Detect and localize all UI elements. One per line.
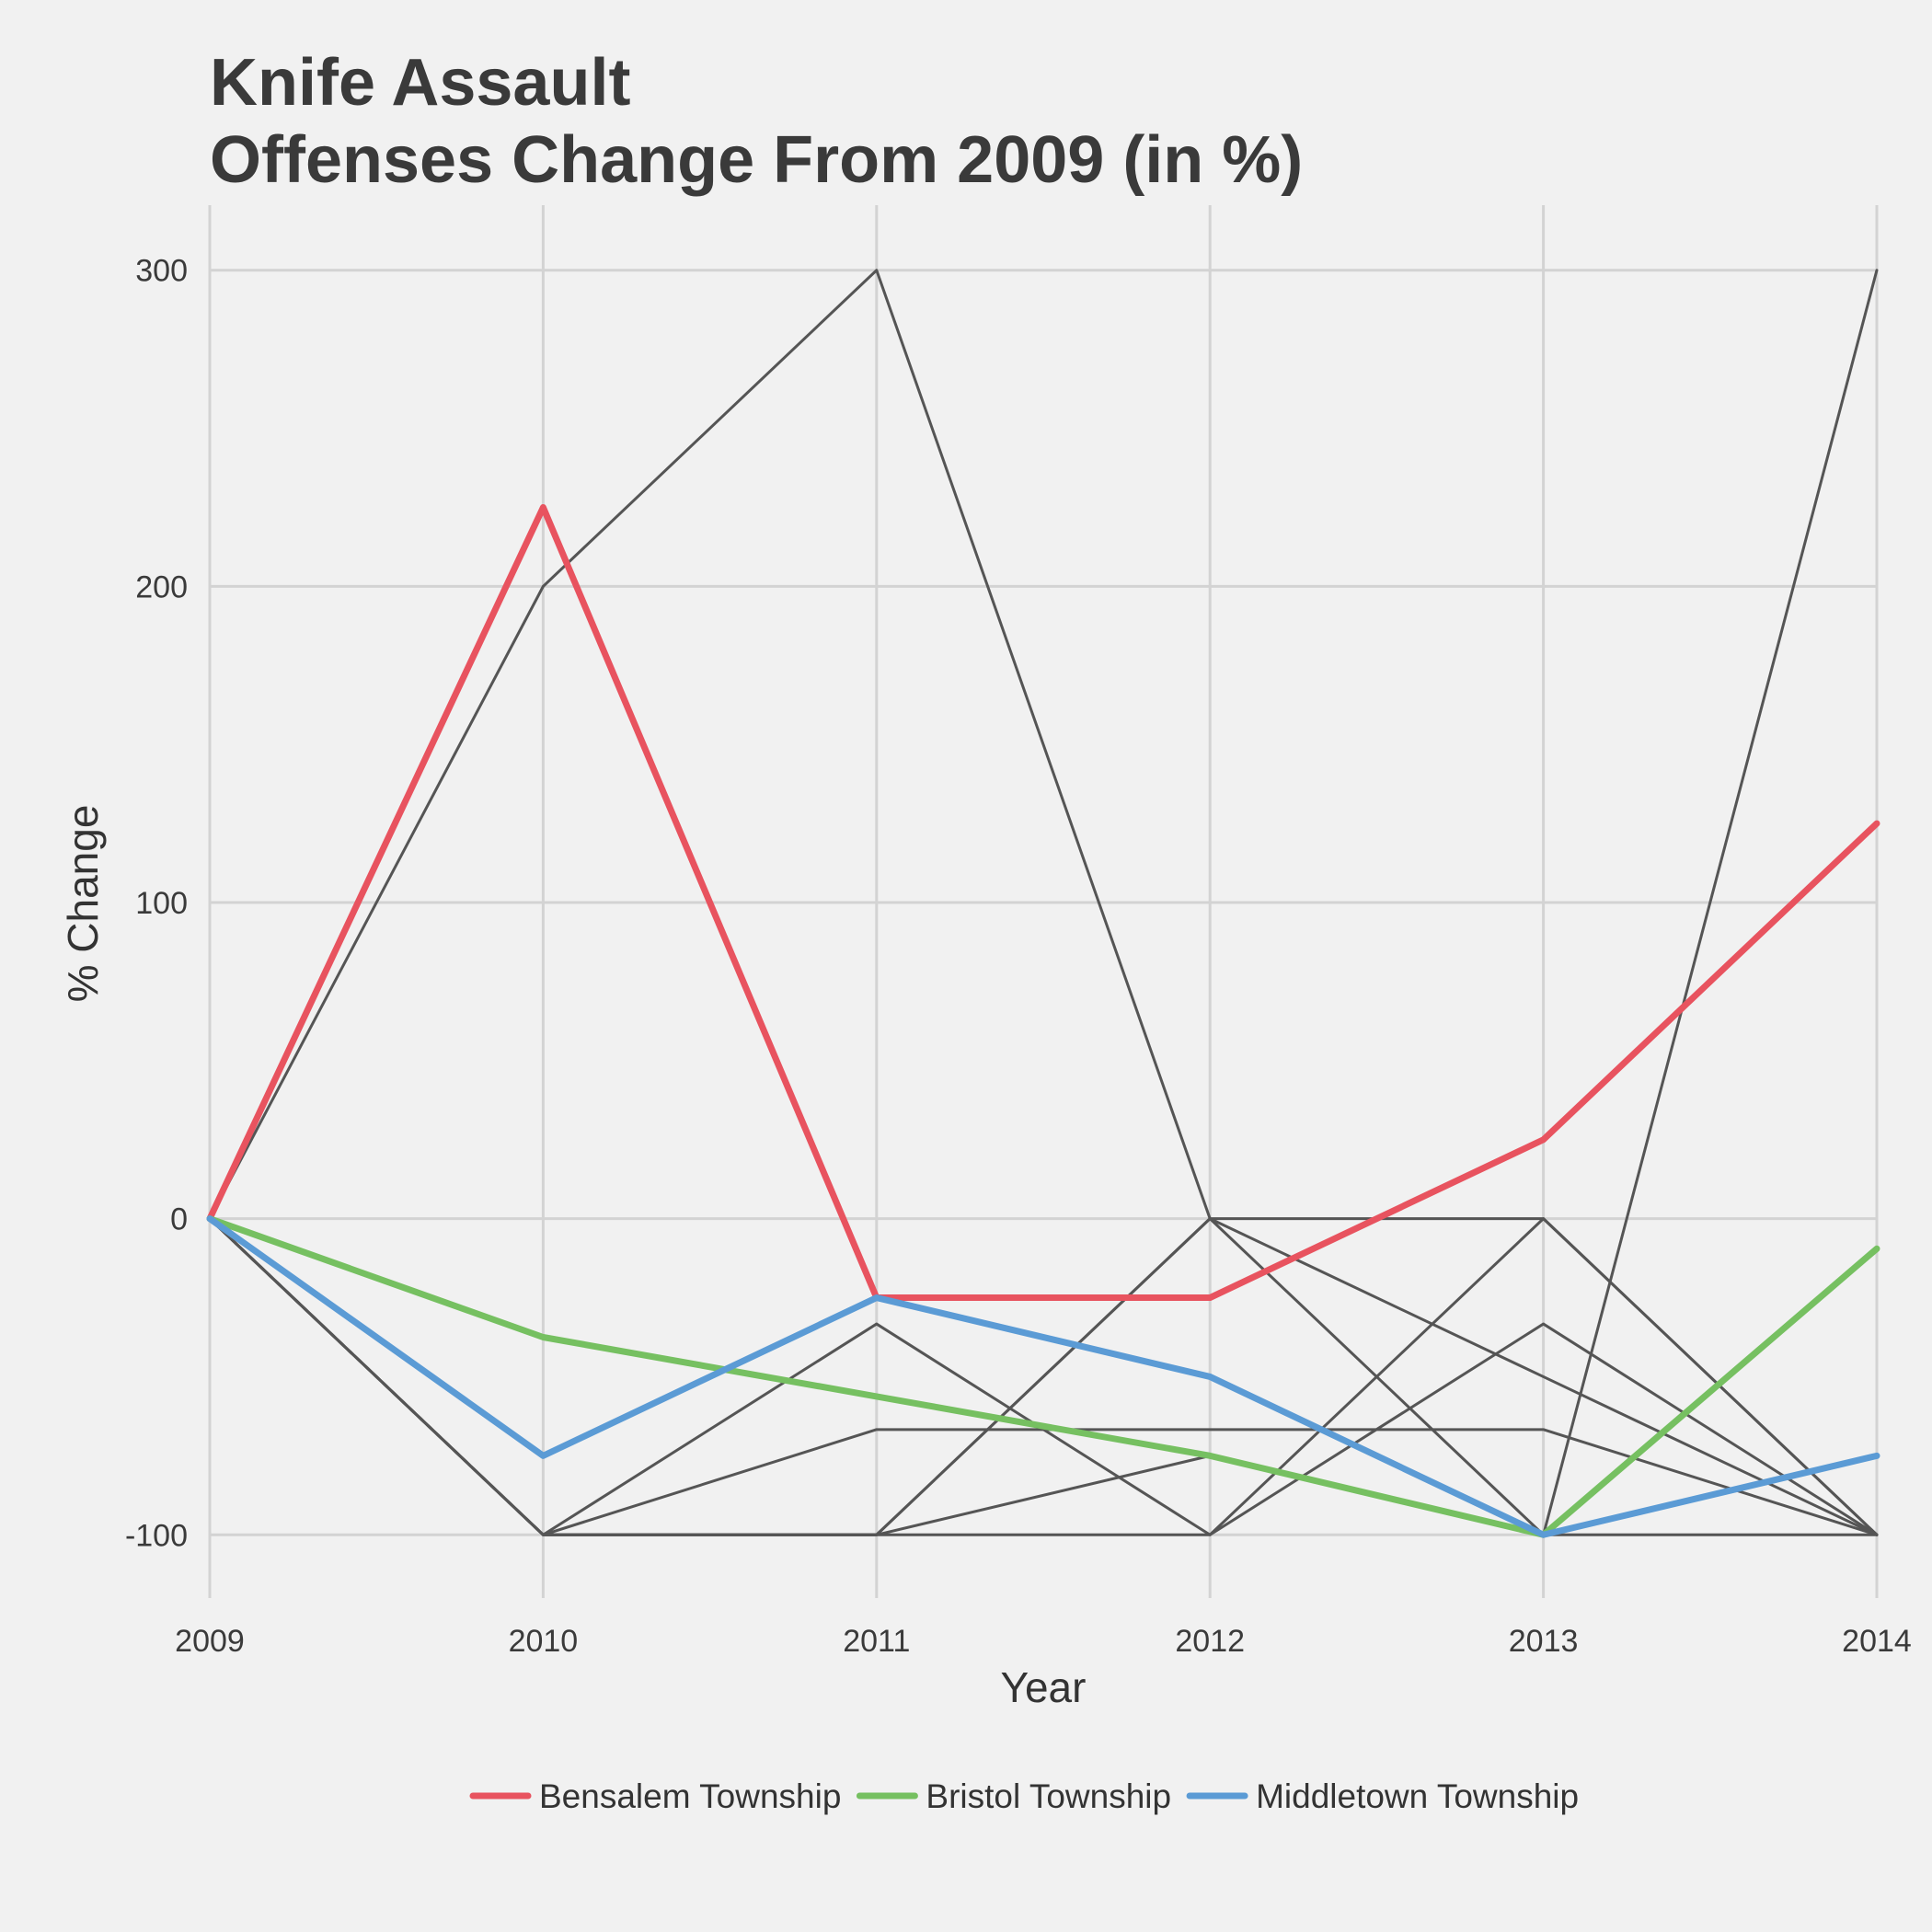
x-tick-label: 2009 — [175, 1624, 245, 1659]
series-line-bensalem-township — [206, 503, 1880, 1302]
series-line-middletown-township — [206, 1215, 1880, 1538]
y-axis-title: % Change — [59, 805, 107, 1003]
y-axis-ticks: -100 0 100 200 300 — [125, 254, 188, 1554]
legend-label-middletown-township: Middletown Township — [1256, 1777, 1579, 1815]
x-tick-label: 2011 — [843, 1624, 910, 1659]
x-axis-ticks: 2009 2010 2011 2012 2013 2014 — [175, 1624, 1912, 1659]
gridlines — [208, 205, 1879, 1598]
x-axis-title: Year — [1001, 1663, 1087, 1711]
background-series-line — [208, 269, 1879, 1536]
x-tick-label: 2012 — [1175, 1624, 1245, 1659]
chart-title-line-2: Offenses Change From 2009 (in %) — [210, 123, 1303, 197]
y-tick-label: 0 — [170, 1202, 188, 1237]
background-series-group — [208, 269, 1879, 1536]
highlighted-series-group — [206, 503, 1880, 1538]
y-tick-label: 300 — [135, 254, 188, 289]
series-line-bristol-township — [206, 1215, 1880, 1538]
background-series-line — [208, 1217, 1879, 1536]
legend-label-bensalem-township: Bensalem Township — [539, 1777, 841, 1815]
x-tick-label: 2013 — [1509, 1624, 1579, 1659]
legend-label-bristol-township: Bristol Township — [926, 1777, 1171, 1815]
y-tick-label: 200 — [135, 569, 188, 604]
x-tick-label: 2014 — [1842, 1624, 1912, 1659]
x-tick-label: 2010 — [509, 1624, 579, 1659]
chart-title-line-1: Knife Assault — [210, 46, 630, 120]
y-tick-label: -100 — [125, 1518, 188, 1553]
chart-title: Knife Assault Offenses Change From 2009 … — [210, 46, 1303, 197]
legend: Bensalem Township Bristol Township Middlet… — [469, 1777, 1579, 1815]
y-tick-label: 100 — [135, 886, 188, 921]
